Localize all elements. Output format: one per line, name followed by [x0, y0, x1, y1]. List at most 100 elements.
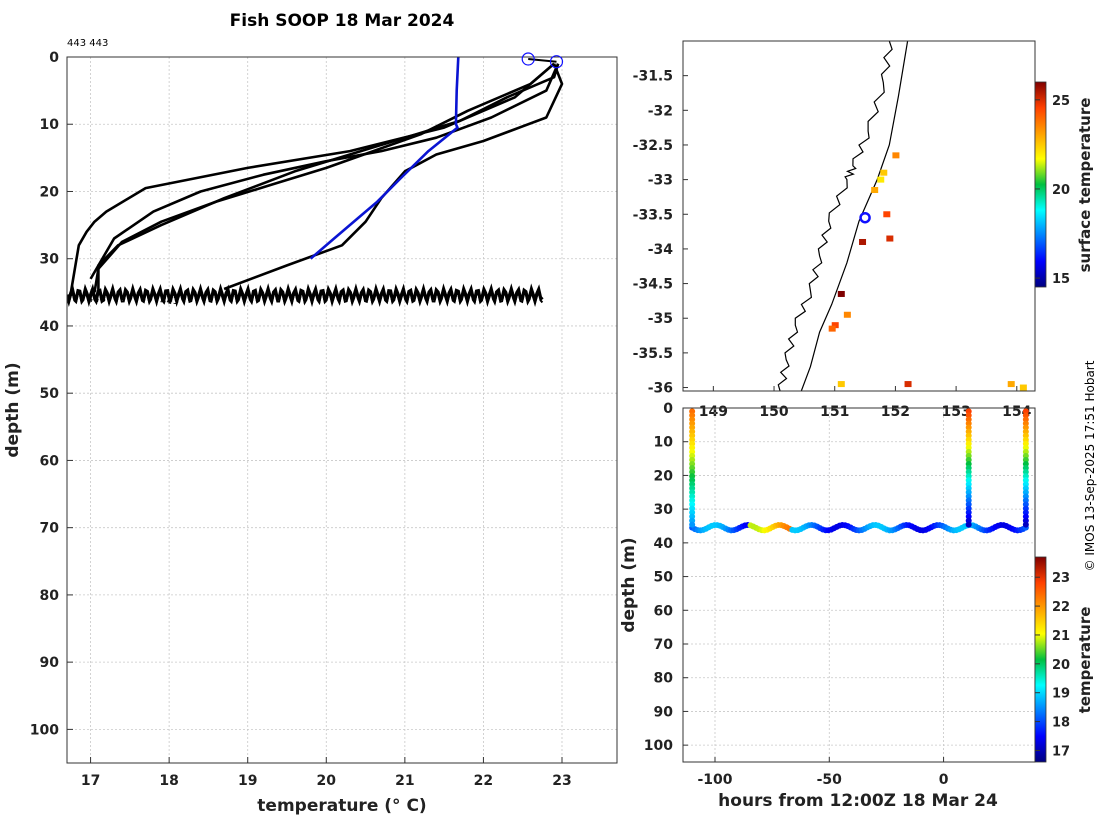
profile-marker-connector [528, 58, 557, 63]
figure-title: Fish SOOP 18 Mar 2024 [230, 11, 455, 31]
map-sst-point [880, 169, 888, 176]
map-xtick-label: 150 [759, 404, 788, 420]
profile-xtick-label: 18 [159, 773, 178, 789]
section-colorbar-label: temperature [1076, 607, 1094, 714]
map-ytick-label: -31.5 [633, 69, 673, 85]
profile-line-profile-2 [93, 62, 555, 293]
map-shelf-contour [800, 41, 909, 391]
map-xtick-label: 152 [881, 404, 910, 420]
map-sst-point [837, 381, 845, 388]
section-cast-point [965, 521, 972, 528]
map-ytick-label: -35.5 [633, 346, 673, 362]
map-xtick-label: 151 [820, 404, 849, 420]
profile-xlabel: temperature (° C) [257, 796, 426, 816]
section-cast-point [689, 521, 696, 528]
profile-ytick-label: 10 [40, 117, 60, 133]
map-sst-point [877, 176, 885, 183]
section-ytick-label: 10 [654, 435, 674, 451]
section-ytick-label: 80 [654, 671, 674, 687]
section-ytick-label: 40 [654, 536, 674, 552]
section-ylabel: depth (m) [619, 537, 639, 632]
map-ytick-label: -33 [648, 173, 673, 189]
section-cb-tick-label: 22 [1052, 600, 1070, 615]
profile-xtick-label: 22 [474, 773, 493, 789]
map-ytick-label: -34 [648, 242, 674, 258]
profile-annotation-top: 443 443 [67, 38, 108, 49]
profile-xtick-label: 20 [317, 773, 337, 789]
profile-line-bottom-band-2 [67, 288, 544, 308]
profile-ylabel: depth (m) [3, 362, 23, 457]
section-xtick-label: -100 [697, 772, 732, 788]
section-colorbar [1034, 556, 1047, 763]
section-ytick-label: 0 [663, 401, 673, 417]
map-chart: 149 150 151 152 153 154-31.5-32-32.5-33-33.5-… [633, 40, 1094, 420]
profile-axes-box [66, 56, 618, 764]
profile-ytick-label: 70 [40, 521, 60, 537]
profile-ticks: 17 18 19 20 21 22 23 0 10 20 30 40 50 60 70 80 90 100 [30, 50, 572, 789]
map-ytick-label: -32.5 [633, 138, 673, 154]
profile-marker-start [521, 52, 535, 66]
profile-xtick-label: 19 [238, 773, 257, 789]
section-cb-tick-label: 17 [1052, 744, 1070, 759]
section-ytick-label: 70 [654, 637, 674, 653]
section-grid [683, 407, 1035, 762]
map-grid [713, 41, 1016, 391]
profile-ytick-label: 20 [40, 184, 60, 200]
map-sst-point [871, 187, 879, 194]
profile-xtick-label: 17 [81, 773, 100, 789]
section-xlabel: hours from 12:00Z 18 Mar 24 [718, 791, 998, 811]
section-cast-point [1022, 521, 1029, 528]
section-cb-tick-label: 23 [1052, 571, 1070, 586]
credit-text: © IMOS 13-Sep-2025 17:51 Hobart [1083, 360, 1097, 571]
map-colorbar-label: surface temperature [1076, 98, 1094, 273]
section-chart: -100 -50 0 0 10 20 30 40 50 60 70 80 90 100 17 18 19 20 2… [619, 401, 1094, 811]
section-cb-tick-label: 19 [1052, 687, 1070, 702]
profile-line-highlight-profile [309, 57, 460, 260]
profile-ytick-label: 90 [40, 655, 60, 671]
map-sst-point [843, 311, 851, 318]
map-cb-tick-label: 25 [1052, 94, 1070, 109]
section-axes-box [682, 407, 1036, 763]
map-sst-point [883, 211, 891, 218]
map-colorbar-ticks: 15 20 25 [1035, 94, 1070, 287]
profile-xtick-label: 21 [395, 773, 414, 789]
profile-chart: 17 18 19 20 21 22 23 0 10 20 30 40 50 60 70 80 90 100 443… [3, 38, 618, 816]
map-colorbar [1034, 81, 1047, 288]
map-sst-point [859, 238, 867, 245]
map-vessel-marker [859, 211, 871, 224]
profile-ytick-label: 40 [40, 319, 60, 335]
map-sst-point [837, 290, 845, 297]
section-xtick-label: 0 [939, 772, 949, 788]
profile-ytick-label: 100 [30, 722, 59, 738]
profile-annotation-left: 443 [87, 294, 106, 305]
section-ytick-label: 30 [654, 502, 674, 518]
section-ticks: -100 -50 0 0 10 20 30 40 50 60 70 80 90 100 [644, 401, 949, 788]
section-cb-tick-label: 18 [1052, 716, 1070, 731]
map-axes-box [682, 40, 1036, 392]
section-cb-tick-label: 20 [1052, 658, 1070, 673]
profile-line-profile-1 [97, 63, 560, 293]
map-sst-point [904, 381, 912, 388]
map-ticks: 149 150 151 152 153 154-31.5-32-32.5-33-33.5-… [633, 69, 1032, 420]
section-ytick-label: 50 [654, 570, 674, 586]
map-coastline [777, 41, 893, 391]
map-sst-point [1019, 384, 1027, 391]
map-content [777, 41, 1027, 391]
map-cb-tick-label: 15 [1052, 272, 1070, 287]
profile-line-profile-5 [69, 62, 555, 293]
profile-line-profile-3 [89, 63, 560, 280]
profile-line-profile-4 [223, 63, 564, 291]
section-colorbar-ticks: 17 18 19 20 21 22 23 [1035, 571, 1070, 759]
map-sst-point [828, 325, 836, 332]
map-xtick-label: 149 [699, 404, 728, 420]
profile-ytick-label: 80 [40, 588, 60, 604]
section-content [689, 408, 1029, 534]
profile-ytick-label: 50 [40, 386, 60, 402]
map-ytick-label: -33.5 [633, 207, 673, 223]
section-ytick-label: 20 [654, 468, 674, 484]
map-cb-tick-label: 20 [1052, 183, 1070, 198]
map-ytick-label: -36 [648, 381, 673, 397]
profile-lines [67, 57, 564, 308]
section-cb-tick-label: 21 [1052, 629, 1070, 644]
map-sst-point [886, 235, 894, 242]
